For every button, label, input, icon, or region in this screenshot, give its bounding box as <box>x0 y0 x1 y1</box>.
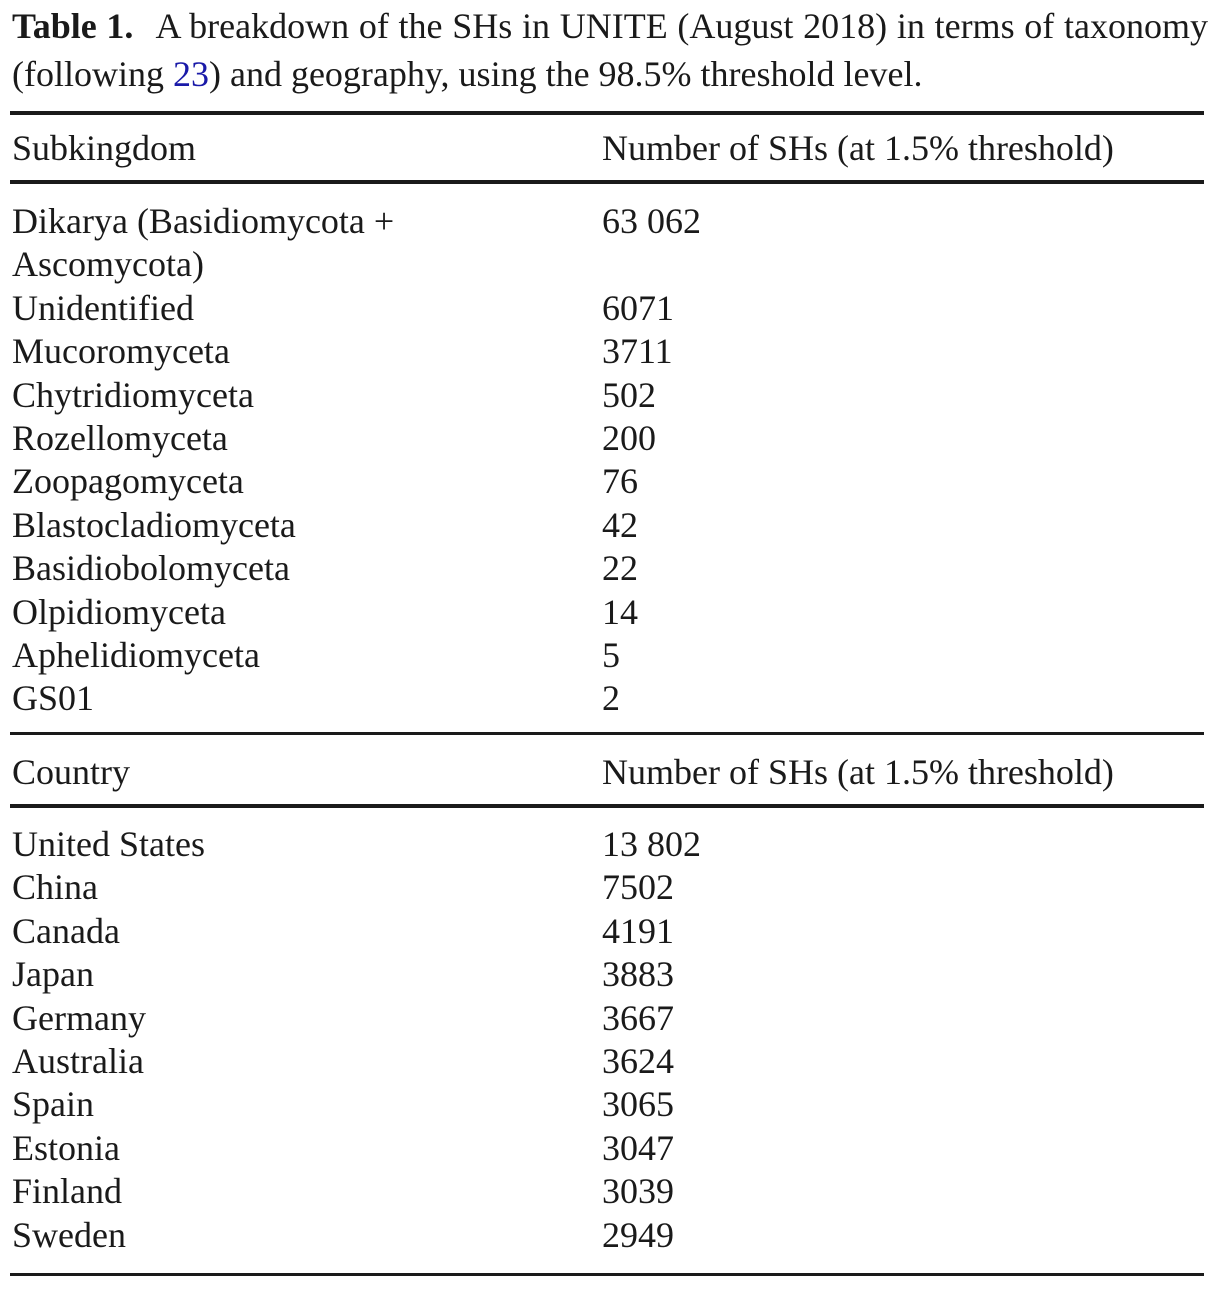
subkingdom-name: Aphelidiomyceta <box>12 635 260 676</box>
sh-count: 63 062 <box>602 201 701 241</box>
sh-count: 3883 <box>602 954 674 995</box>
sh-count: 3624 <box>602 1041 674 1082</box>
table-row: Japan 3883 <box>0 953 1216 996</box>
taxonomy-count-header: Number of SHs (at 1.5% threshold) <box>602 128 1114 168</box>
geography-table-body: United States 13 802 China 7502 Canada 4… <box>0 823 1216 1257</box>
sh-count: 3047 <box>602 1127 674 1168</box>
sh-count: 3039 <box>602 1171 674 1212</box>
table-label: Table 1. <box>12 6 134 46</box>
country-name: Sweden <box>12 1214 126 1255</box>
table-row: Olpidiomyceta 14 <box>0 591 1216 634</box>
sh-count: 3065 <box>602 1084 674 1125</box>
table-row: Spain 3065 <box>0 1083 1216 1126</box>
table-row: Mucoromyceta 3711 <box>0 330 1216 373</box>
sh-count: 3667 <box>602 997 674 1038</box>
table-row: GS01 2 <box>0 677 1216 720</box>
sh-count: 3711 <box>602 331 673 372</box>
subkingdom-name: Basidiobolomyceta <box>12 548 290 589</box>
sh-count: 14 <box>602 591 638 632</box>
table-row: Germany 3667 <box>0 997 1216 1040</box>
country-name: Australia <box>12 1041 144 1082</box>
table-row: Australia 3624 <box>0 1040 1216 1083</box>
subkingdom-name: GS01 <box>12 678 95 719</box>
subkingdom-name: Rozellomyceta <box>12 418 228 459</box>
subkingdom-header: Subkingdom <box>12 128 197 168</box>
geography-count-header: Number of SHs (at 1.5% threshold) <box>602 752 1114 792</box>
subkingdom-name: Chytridiomyceta <box>12 374 254 415</box>
sh-count: 13 802 <box>602 824 701 864</box>
reference-link[interactable]: 23 <box>172 54 209 94</box>
sh-count: 7502 <box>602 867 674 908</box>
sh-count: 22 <box>602 548 638 589</box>
country-name: Finland <box>12 1171 123 1212</box>
table-caption: Table 1. A breakdown of the SHs in UNITE … <box>12 2 1208 98</box>
table-row: Zoopagomyceta 76 <box>0 460 1216 503</box>
sh-count: 76 <box>602 461 638 502</box>
country-name: Spain <box>12 1084 95 1125</box>
subkingdom-name: Mucoromyceta <box>12 331 230 372</box>
table-row: Estonia 3047 <box>0 1127 1216 1170</box>
table-row: United States 13 802 <box>0 823 1216 866</box>
taxonomy-header-rule <box>10 180 1204 184</box>
caption-text-end: ) and geography, using the 98.5% thresho… <box>208 54 923 94</box>
subkingdom-name: Dikarya (Basidiomycota + Ascomycota) <box>12 201 395 285</box>
table-row: Rozellomyceta 200 <box>0 417 1216 460</box>
sh-count: 2949 <box>602 1214 674 1255</box>
caption-text-start: A breakdown of the SHs in UNITE (August … <box>12 6 1208 94</box>
geography-header-rule <box>10 804 1204 808</box>
country-name: Germany <box>12 997 146 1038</box>
table-row: Basidiobolomyceta 22 <box>0 547 1216 590</box>
table-row: China 7502 <box>0 866 1216 909</box>
sh-count: 502 <box>602 374 656 415</box>
table-row: Finland 3039 <box>0 1170 1216 1213</box>
country-name: China <box>12 867 98 908</box>
taxonomy-table-body: Dikarya (Basidiomycota + Ascomycota) 63 … <box>0 200 1216 721</box>
sh-count: 200 <box>602 418 656 459</box>
table-row: Unidentified 6071 <box>0 287 1216 330</box>
subkingdom-name: Olpidiomyceta <box>12 591 226 632</box>
subkingdom-name: Unidentified <box>12 287 194 328</box>
table-row: Sweden 2949 <box>0 1214 1216 1257</box>
section-divider-rule <box>10 732 1204 735</box>
country-name: United States <box>12 824 205 864</box>
top-rule <box>10 111 1204 115</box>
table-row: Aphelidiomyceta 5 <box>0 634 1216 677</box>
sh-count: 42 <box>602 504 638 545</box>
subkingdom-name: Zoopagomyceta <box>12 461 244 502</box>
country-name: Canada <box>12 910 120 951</box>
bottom-rule <box>10 1273 1204 1276</box>
country-name: Japan <box>12 954 94 995</box>
table-row: Dikarya (Basidiomycota + Ascomycota) 63 … <box>0 200 1216 287</box>
sh-count: 5 <box>602 635 620 676</box>
table-row: Canada 4191 <box>0 910 1216 953</box>
sh-count: 6071 <box>602 287 674 328</box>
sh-count: 4191 <box>602 910 674 951</box>
table-row: Chytridiomyceta 502 <box>0 374 1216 417</box>
country-name: Estonia <box>12 1127 120 1168</box>
subkingdom-name: Blastocladiomyceta <box>12 504 296 545</box>
country-header: Country <box>12 752 131 792</box>
table-row: Blastocladiomyceta 42 <box>0 504 1216 547</box>
sh-count: 2 <box>602 678 620 719</box>
